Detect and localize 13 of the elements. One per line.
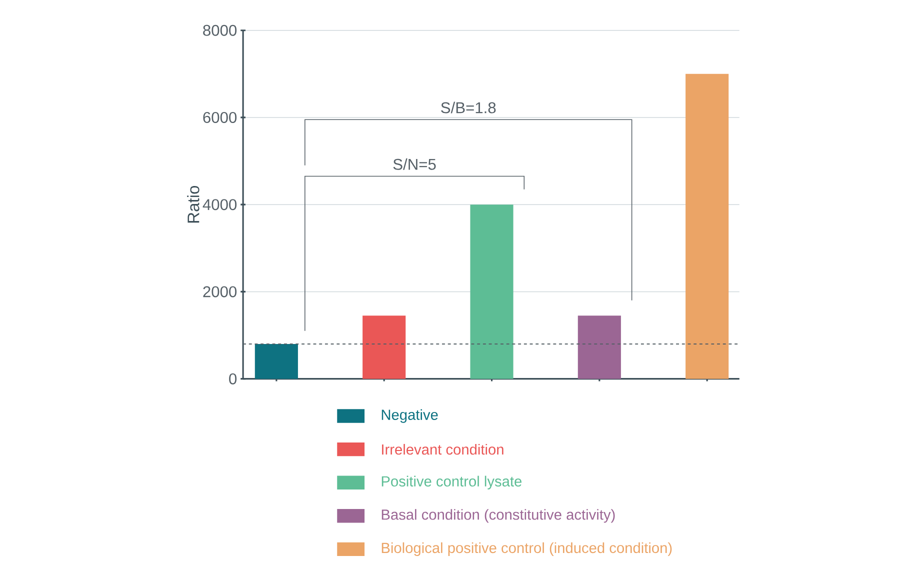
legend-label: Irrelevant condition (382, 444, 504, 455)
legend-label: Negative (382, 409, 438, 423)
y-tick-label: 8000 (203, 24, 237, 36)
y-tick-label: 4000 (202, 199, 237, 210)
annotation: S/B=1.8 (441, 102, 496, 114)
y-axis-title: Ratio (187, 186, 200, 223)
annotation: S/N=5 (393, 158, 436, 170)
legend-label: Biological positive control (induced condition) (382, 542, 672, 556)
y-tick-label: 2000 (203, 286, 237, 298)
legend-label: Basal condition (constitutive activity) (382, 509, 615, 523)
y-tick-label: 0 (229, 373, 237, 384)
legend-label: Positive control lysate (382, 476, 522, 490)
y-tick-label: 6000 (203, 112, 237, 124)
